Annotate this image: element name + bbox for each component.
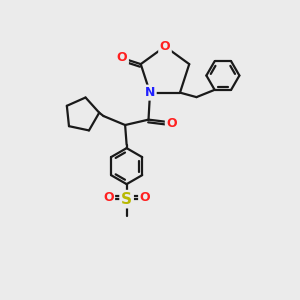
Text: O: O <box>160 40 170 53</box>
Text: N: N <box>145 86 155 99</box>
Text: S: S <box>121 192 132 207</box>
Text: O: O <box>166 117 177 130</box>
Text: O: O <box>117 51 128 64</box>
Text: O: O <box>140 191 150 204</box>
Text: O: O <box>103 191 114 204</box>
